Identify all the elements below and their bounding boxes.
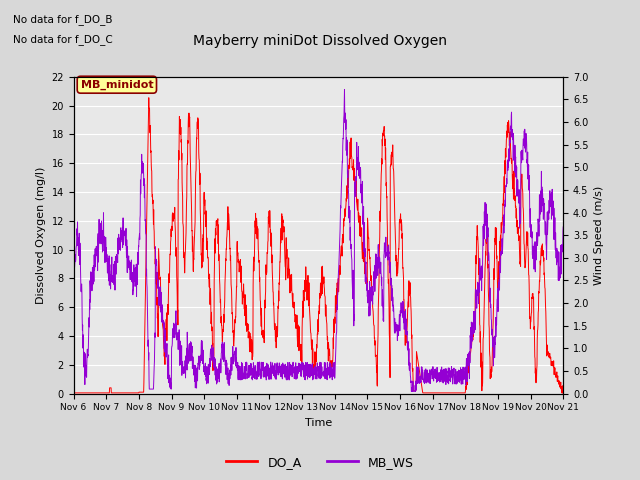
Text: No data for f_DO_B: No data for f_DO_B	[13, 14, 112, 25]
Legend: DO_A, MB_WS: DO_A, MB_WS	[221, 451, 419, 474]
Text: Mayberry miniDot Dissolved Oxygen: Mayberry miniDot Dissolved Oxygen	[193, 34, 447, 48]
Y-axis label: Wind Speed (m/s): Wind Speed (m/s)	[594, 186, 604, 285]
Text: MB_minidot: MB_minidot	[81, 80, 153, 90]
Text: No data for f_DO_C: No data for f_DO_C	[13, 34, 113, 45]
X-axis label: Time: Time	[305, 418, 332, 428]
Y-axis label: Dissolved Oxygen (mg/l): Dissolved Oxygen (mg/l)	[36, 167, 46, 304]
